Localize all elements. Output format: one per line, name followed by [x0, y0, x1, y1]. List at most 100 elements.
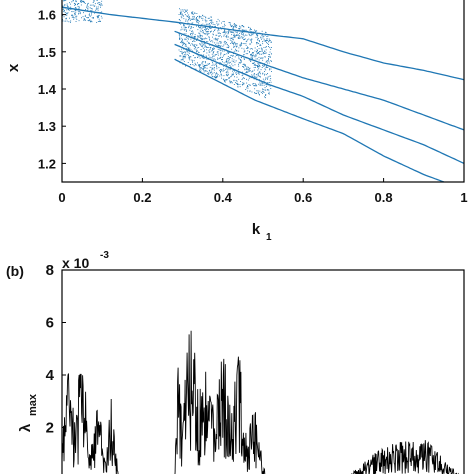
- band-point: [219, 69, 221, 70]
- band-point: [271, 53, 272, 55]
- band-point: [198, 26, 200, 28]
- band-point: [252, 53, 254, 55]
- band-point: [217, 75, 218, 77]
- band-point: [251, 53, 253, 55]
- band-point: [179, 39, 181, 40]
- band-point: [254, 83, 256, 84]
- band-point: [211, 50, 213, 51]
- band-point: [261, 38, 262, 40]
- band-point: [238, 64, 239, 66]
- band-point: [251, 34, 253, 36]
- band-point: [235, 34, 237, 36]
- band-point: [192, 61, 193, 63]
- band-point: [254, 75, 256, 77]
- band-point: [253, 67, 255, 68]
- band-point: [241, 61, 242, 63]
- band-point: [206, 24, 208, 25]
- band-point: [218, 35, 220, 37]
- band-point: [180, 55, 182, 57]
- band-point: [225, 79, 227, 81]
- band-point: [247, 72, 249, 73]
- band-point: [194, 34, 196, 36]
- band-point: [233, 61, 234, 63]
- band-point: [74, 13, 76, 15]
- band-point: [233, 26, 234, 27]
- band-point: [201, 45, 202, 47]
- band-point: [223, 50, 225, 52]
- band-point: [267, 78, 268, 80]
- band-point: [233, 79, 235, 81]
- band-point: [185, 29, 187, 31]
- band-point: [231, 41, 233, 43]
- band-point: [251, 57, 253, 59]
- band-point: [194, 13, 196, 14]
- band-point: [231, 34, 233, 36]
- band-point: [223, 44, 225, 46]
- band-point: [86, 17, 88, 18]
- band-point: [246, 47, 247, 49]
- band-point: [201, 63, 203, 65]
- band-point: [264, 89, 266, 91]
- band-point: [204, 46, 206, 48]
- band-point: [257, 42, 259, 44]
- band-point: [229, 22, 231, 24]
- band-point: [269, 51, 271, 53]
- band-point: [254, 56, 256, 58]
- band-point: [229, 39, 231, 41]
- band-point: [254, 85, 256, 87]
- band-point: [207, 30, 209, 32]
- band-point: [256, 33, 258, 35]
- band-point: [236, 50, 238, 52]
- band-point: [245, 44, 247, 46]
- band-point: [260, 45, 262, 46]
- band-point: [217, 28, 219, 30]
- band-point: [246, 40, 248, 42]
- band-point: [247, 53, 249, 55]
- band-point: [193, 39, 195, 41]
- band-point: [242, 37, 244, 38]
- band-point: [209, 51, 211, 53]
- band-point: [234, 61, 236, 63]
- band-point: [190, 56, 192, 58]
- band-point: [244, 69, 246, 71]
- band-point: [208, 54, 210, 56]
- band-point: [91, 12, 92, 14]
- band-point: [247, 39, 248, 41]
- band-point: [242, 84, 243, 86]
- band-point: [266, 35, 268, 37]
- band-point: [179, 38, 180, 40]
- band-point: [182, 39, 183, 41]
- band-point: [88, 14, 90, 16]
- band-point: [224, 40, 226, 42]
- band-point: [265, 84, 267, 86]
- band-point: [185, 65, 186, 67]
- band-point: [223, 41, 225, 43]
- band-point: [251, 38, 253, 40]
- band-point: [74, 12, 76, 14]
- band-point: [254, 92, 255, 94]
- band-point: [265, 69, 267, 71]
- band-point: [231, 74, 233, 76]
- band-point: [200, 37, 202, 39]
- band-point: [228, 29, 230, 31]
- band-point: [258, 93, 260, 95]
- band-point: [85, 9, 86, 10]
- band-point: [229, 80, 231, 82]
- band-point: [215, 54, 216, 56]
- band-point: [240, 44, 242, 45]
- band-point: [197, 35, 199, 37]
- band-point: [188, 42, 189, 44]
- band-point: [233, 59, 235, 61]
- band-point: [260, 57, 262, 59]
- band-point: [235, 60, 237, 62]
- band-point: [252, 56, 254, 58]
- band-point: [249, 70, 250, 72]
- band-point: [222, 50, 223, 52]
- band-point: [185, 18, 187, 20]
- band-point: [208, 27, 210, 28]
- band-point: [252, 52, 253, 53]
- band-point: [258, 72, 260, 74]
- band-point: [63, 0, 65, 2]
- band-point: [191, 26, 192, 28]
- band-point: [264, 73, 266, 75]
